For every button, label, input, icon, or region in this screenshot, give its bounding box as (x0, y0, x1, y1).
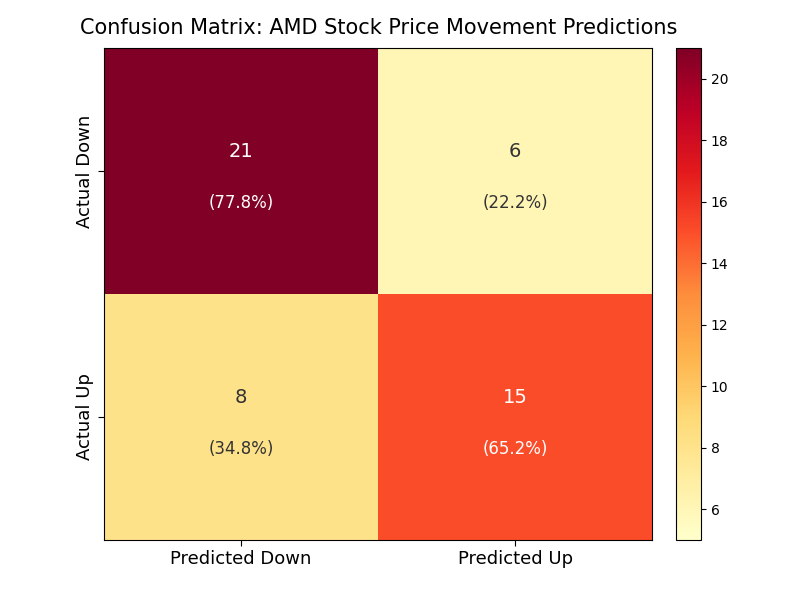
Text: (77.8%): (77.8%) (209, 194, 274, 212)
Text: (65.2%): (65.2%) (482, 440, 548, 458)
Text: (34.8%): (34.8%) (209, 440, 274, 458)
Text: 6: 6 (509, 142, 522, 161)
Text: 21: 21 (229, 142, 254, 161)
Text: 15: 15 (503, 388, 528, 407)
Text: (22.2%): (22.2%) (482, 194, 548, 212)
Text: 8: 8 (235, 388, 247, 407)
Title: Confusion Matrix: AMD Stock Price Movement Predictions: Confusion Matrix: AMD Stock Price Moveme… (79, 18, 677, 38)
